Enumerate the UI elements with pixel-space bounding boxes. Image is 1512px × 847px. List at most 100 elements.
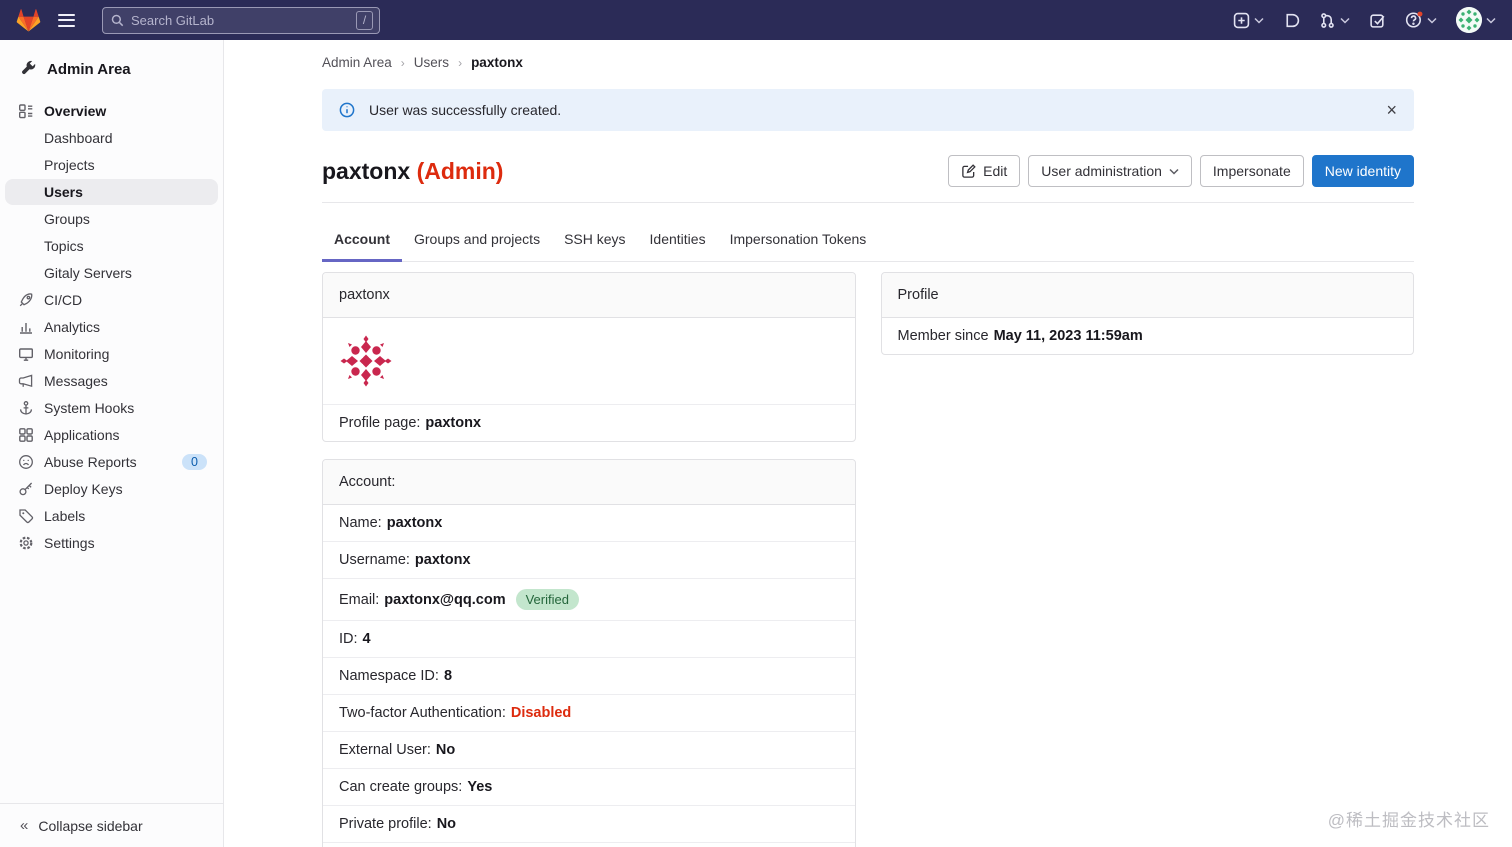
abuse-face-icon	[18, 454, 34, 470]
collapse-sidebar-button[interactable]: « Collapse sidebar	[0, 803, 223, 847]
todos-icon	[1370, 13, 1385, 28]
help-icon	[1405, 11, 1423, 28]
new-identity-button[interactable]: New identity	[1311, 155, 1414, 187]
profile-page-row: Profile page: paxtonx	[339, 415, 482, 431]
issues-button[interactable]	[1283, 12, 1300, 29]
account-row-namespace-id: Namespace ID: 8	[323, 658, 855, 695]
page-title: paxtonx (Admin)	[322, 157, 504, 184]
two-factor-disabled-value: Disabled	[510, 705, 572, 721]
account-row-private-profile: Private profile: No	[323, 806, 855, 843]
right-column: Profile Member since May 11, 2023 11:59a…	[880, 272, 1414, 355]
new-menu-plus-icon	[1233, 12, 1250, 28]
search-box[interactable]: /	[102, 6, 380, 34]
account-card: Account: Name: paxtonx Username: paxtonx E…	[322, 459, 856, 847]
sidebar-item-deploy-keys[interactable]: Deploy Keys	[5, 476, 218, 502]
alert-message: User was successfully created.	[369, 102, 562, 118]
sidebar-item-analytics[interactable]: Analytics	[5, 314, 218, 340]
sidebar-item-projects[interactable]: Projects	[44, 157, 95, 173]
tab-groups-and-projects[interactable]: Groups and projects	[414, 231, 541, 247]
account-row-email: Email: paxtonx@qq.com Verified	[323, 579, 855, 621]
breadcrumb-separator: ›	[400, 55, 405, 70]
admin-sidebar: Admin Area Overview Dashboard Projects U…	[0, 40, 224, 847]
gitlab-tanuki-logo[interactable]	[16, 8, 41, 32]
new-menu-button[interactable]	[1233, 12, 1264, 29]
gear-icon	[18, 535, 34, 551]
user-summary-card: paxtonx	[322, 272, 856, 442]
slash-shortcut-key: /	[356, 10, 373, 30]
key-icon	[18, 481, 34, 497]
monitor-icon	[18, 346, 34, 362]
main-content: Admin Area › Users › paxtonx User was su…	[224, 40, 1512, 847]
admin-badge-text: (Admin)	[416, 157, 504, 184]
member-since-value: May 11, 2023 11:59am	[993, 328, 1143, 344]
chevron-down-icon	[1340, 17, 1350, 24]
info-alert: User was successfully created. ×	[322, 89, 1414, 131]
left-column: paxtonx	[322, 272, 856, 847]
sidebar-title[interactable]: Admin Area	[0, 40, 223, 93]
verified-badge: Verified	[515, 589, 579, 610]
profile-card: Profile Member since May 11, 2023 11:59a…	[880, 272, 1414, 355]
sidebar-item-cicd[interactable]: CI/CD	[5, 287, 218, 313]
abuse-reports-count-badge: 0	[182, 454, 207, 470]
sidebar-item-monitoring[interactable]: Monitoring	[5, 341, 218, 367]
issues-icon	[1286, 13, 1300, 27]
tab-identities[interactable]: Identities	[649, 231, 706, 247]
user-card-header: paxtonx	[323, 273, 855, 318]
user-tabs: Account Groups and projects SSH keys Ide…	[322, 223, 1414, 262]
merge-requests-button[interactable]	[1319, 12, 1350, 29]
sidebar-item-overview[interactable]: Overview	[5, 98, 218, 124]
user-avatar-large	[339, 334, 393, 388]
account-row-name: Name: paxtonx	[323, 505, 855, 542]
merge-request-icon	[1321, 12, 1334, 28]
profile-card-header: Profile	[881, 273, 1413, 318]
edit-button[interactable]: Edit	[948, 155, 1021, 187]
chevron-down-icon	[1254, 17, 1264, 24]
sidebar-item-gitaly-servers[interactable]: Gitaly Servers	[44, 265, 132, 281]
tab-impersonation-tokens[interactable]: Impersonation Tokens	[729, 231, 867, 247]
close-icon[interactable]: ×	[1386, 100, 1397, 120]
sidebar-item-applications[interactable]: Applications	[5, 422, 218, 448]
chart-icon	[18, 319, 34, 335]
tab-account[interactable]: Account	[322, 223, 402, 262]
info-icon	[339, 102, 355, 118]
member-since-row: Member since May 11, 2023 11:59am	[897, 328, 1143, 344]
sidebar-item-topics[interactable]: Topics	[44, 238, 84, 254]
search-icon	[111, 14, 124, 26]
user-administration-dropdown[interactable]: User administration	[1028, 155, 1192, 187]
todos-button[interactable]	[1369, 12, 1386, 29]
title-divider	[322, 202, 1414, 203]
account-card-header: Account:	[323, 460, 855, 505]
sidebar-item-settings[interactable]: Settings	[5, 530, 218, 556]
sidebar-item-labels[interactable]: Labels	[5, 503, 218, 529]
sidebar-item-dashboard[interactable]: Dashboard	[44, 130, 113, 146]
tag-icon	[18, 508, 34, 524]
pencil-square-icon	[962, 163, 976, 178]
user-avatar	[1456, 7, 1482, 33]
impersonate-button[interactable]: Impersonate	[1199, 155, 1304, 187]
apps-icon	[18, 427, 34, 443]
breadcrumb-separator: ›	[458, 55, 463, 70]
megaphone-icon	[18, 373, 34, 389]
breadcrumb-current: paxtonx	[471, 55, 523, 70]
chevron-down-icon	[1169, 168, 1179, 175]
anchor-icon	[18, 400, 34, 416]
sidebar-item-messages[interactable]: Messages	[5, 368, 218, 394]
profile-page-link[interactable]: paxtonx	[425, 415, 482, 431]
account-row-id: ID: 4	[323, 621, 855, 658]
overview-icon	[18, 103, 34, 119]
sidebar-item-system-hooks[interactable]: System Hooks	[5, 395, 218, 421]
sidebar-item-users[interactable]: Users	[5, 179, 218, 205]
search-input[interactable]	[131, 12, 349, 28]
wrench-icon	[20, 59, 37, 80]
watermark: @稀土掘金技术社区	[1327, 811, 1490, 830]
hamburger-menu-icon[interactable]	[56, 10, 77, 31]
breadcrumb-users[interactable]: Users	[413, 55, 450, 70]
breadcrumb-admin-area[interactable]: Admin Area	[322, 55, 392, 70]
user-menu-button[interactable]	[1456, 7, 1496, 33]
sidebar-item-groups[interactable]: Groups	[44, 211, 90, 227]
sidebar-item-abuse-reports[interactable]: Abuse Reports 0	[5, 449, 218, 475]
account-row-external-user: External User: No	[323, 732, 855, 769]
chevron-down-icon	[1486, 17, 1496, 24]
tab-ssh-keys[interactable]: SSH keys	[564, 231, 626, 247]
help-button[interactable]	[1405, 11, 1437, 29]
